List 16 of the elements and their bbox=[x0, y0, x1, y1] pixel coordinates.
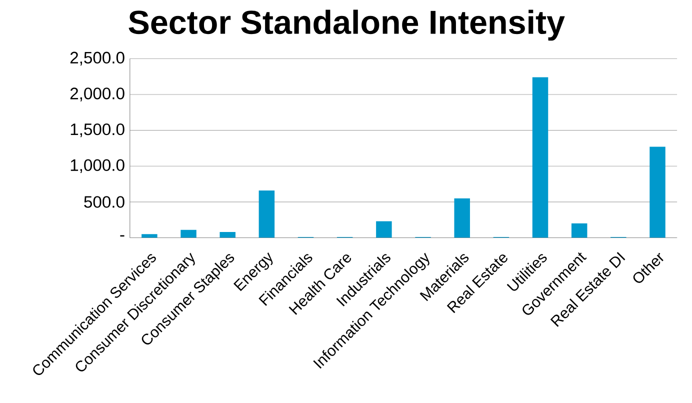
y-tick-label: 1,000.0 bbox=[70, 159, 124, 173]
bar bbox=[376, 221, 392, 238]
y-tick-label: 500.0 bbox=[84, 196, 124, 208]
y-tick-label: 2,500.0 bbox=[70, 52, 124, 66]
y-tick-label: - bbox=[120, 235, 124, 236]
bar bbox=[142, 234, 158, 238]
bar bbox=[454, 198, 470, 238]
bar bbox=[258, 190, 275, 238]
bar bbox=[220, 232, 236, 238]
y-tick-label: 1,500.0 bbox=[70, 123, 124, 138]
bar bbox=[180, 230, 196, 238]
bar bbox=[571, 223, 588, 238]
chart-title: Sector Standalone Intensity bbox=[128, 10, 565, 41]
y-tick-label: 2,000.0 bbox=[70, 88, 124, 102]
bar bbox=[650, 146, 666, 238]
bar bbox=[532, 77, 548, 238]
